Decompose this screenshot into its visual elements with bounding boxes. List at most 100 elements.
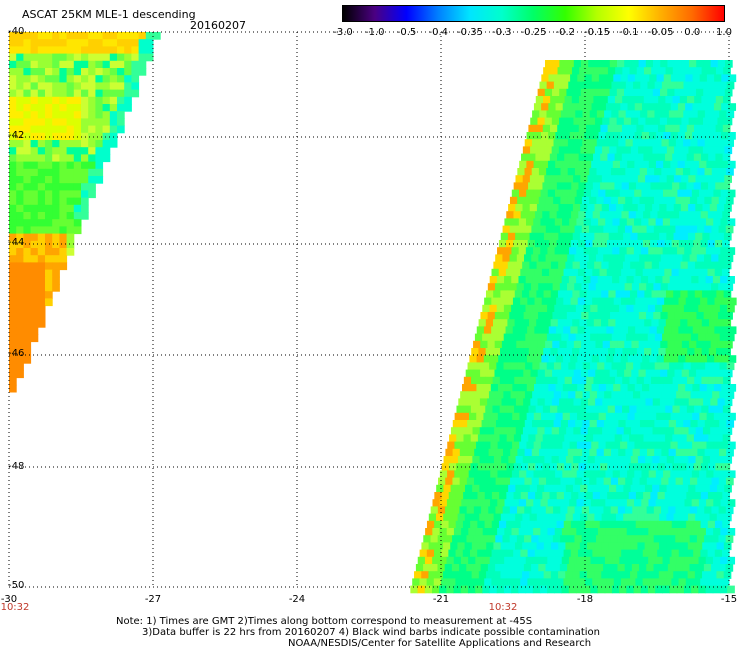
swath-cell	[623, 427, 632, 435]
swath-cell	[691, 189, 700, 198]
swath-cell	[474, 391, 483, 399]
swath-cell	[644, 290, 653, 299]
swath-cell	[66, 176, 75, 184]
swath-cell	[701, 434, 709, 443]
swath-cell	[642, 268, 651, 277]
swath-cell	[594, 146, 603, 155]
swath-cell	[491, 520, 500, 529]
swath-cell	[66, 60, 75, 69]
swath-cell	[489, 276, 498, 284]
swath-cell	[463, 463, 472, 471]
swath-cell	[642, 578, 651, 587]
swath-cell	[660, 340, 668, 349]
swath-cell	[700, 182, 709, 191]
swath-cell	[516, 369, 524, 378]
swath-cell	[497, 412, 506, 421]
swath-cell	[45, 118, 53, 127]
swath-cell	[637, 261, 646, 270]
swath-cell	[424, 585, 433, 594]
swath-cell	[684, 556, 692, 565]
swath-cell	[606, 268, 615, 277]
swath-cell	[583, 276, 591, 284]
swath-cell	[651, 319, 660, 327]
swath-cell	[676, 391, 684, 399]
swath-cell	[559, 340, 568, 349]
swath-cell	[624, 225, 633, 234]
lat-label-48: -48	[8, 461, 25, 472]
swath-cell	[664, 520, 673, 529]
swath-cell	[611, 333, 620, 342]
swath-cell	[495, 506, 504, 515]
swath-cell	[547, 160, 556, 169]
swath-cell	[608, 319, 616, 327]
swath-cell	[700, 268, 709, 277]
swath-cell	[453, 585, 462, 594]
swath-cell	[545, 506, 554, 515]
swath-cell	[643, 211, 651, 219]
swath-cell	[698, 333, 706, 342]
swath-cell	[611, 420, 619, 428]
swath-cell	[598, 384, 607, 392]
swath-cell	[643, 434, 652, 443]
swath-cell	[23, 140, 32, 148]
lon-label-27: -27	[144, 594, 162, 605]
swath-cell	[679, 211, 687, 219]
swath-cell	[517, 362, 526, 371]
swath-cell	[535, 492, 543, 500]
swath-cell	[457, 484, 466, 493]
swath-cell	[526, 132, 535, 140]
swath-cell	[452, 535, 460, 543]
swath-cell	[603, 225, 612, 234]
swath-cell	[432, 528, 441, 536]
swath-cell	[545, 535, 554, 543]
swath-cell	[695, 484, 704, 493]
swath-cell	[652, 456, 661, 464]
swath-cell	[596, 506, 604, 515]
swath-cell	[569, 103, 578, 111]
swath-cell	[608, 571, 617, 579]
swath-cell	[620, 74, 629, 83]
swath-cell	[597, 585, 606, 594]
swath-cell	[567, 477, 576, 486]
swath-cell	[710, 88, 719, 97]
swath-cell	[647, 585, 656, 594]
swath-cell	[622, 261, 631, 270]
swath-cell	[584, 297, 593, 306]
swath-cell	[603, 168, 612, 176]
swath-cell	[680, 542, 689, 551]
swath-cell	[454, 470, 462, 479]
swath-cell	[81, 204, 89, 213]
swath-cell	[725, 225, 734, 234]
swath-cell	[670, 499, 678, 507]
swath-cell	[81, 197, 89, 206]
swath-cell	[477, 434, 486, 443]
swath-cell	[59, 32, 68, 40]
swath-cell	[52, 96, 60, 105]
swath-cell	[624, 312, 633, 320]
swath-cell	[637, 232, 646, 241]
swath-cell	[23, 197, 32, 206]
swath-cell	[495, 564, 503, 572]
swath-cell	[489, 585, 498, 594]
swath-cell	[30, 154, 39, 163]
swath-cell	[550, 405, 558, 414]
swath-cell	[597, 333, 606, 342]
swath-cell	[473, 340, 481, 349]
swath-cell	[639, 225, 648, 234]
swath-cell	[447, 470, 455, 479]
swath-cell	[544, 117, 553, 126]
swath-cell	[680, 204, 689, 212]
swath-cell	[37, 284, 46, 292]
swath-cell	[667, 117, 675, 126]
swath-cell	[656, 132, 664, 140]
swath-cell	[66, 46, 75, 55]
swath-cell	[626, 247, 635, 255]
swath-cell	[643, 153, 652, 162]
swath-cell	[59, 39, 68, 47]
swath-cell	[601, 542, 610, 551]
swath-cell	[581, 312, 589, 320]
swath-cell	[489, 528, 498, 536]
swath-cell	[602, 340, 611, 349]
swath-cell	[23, 82, 32, 91]
swath-cell	[514, 348, 523, 356]
